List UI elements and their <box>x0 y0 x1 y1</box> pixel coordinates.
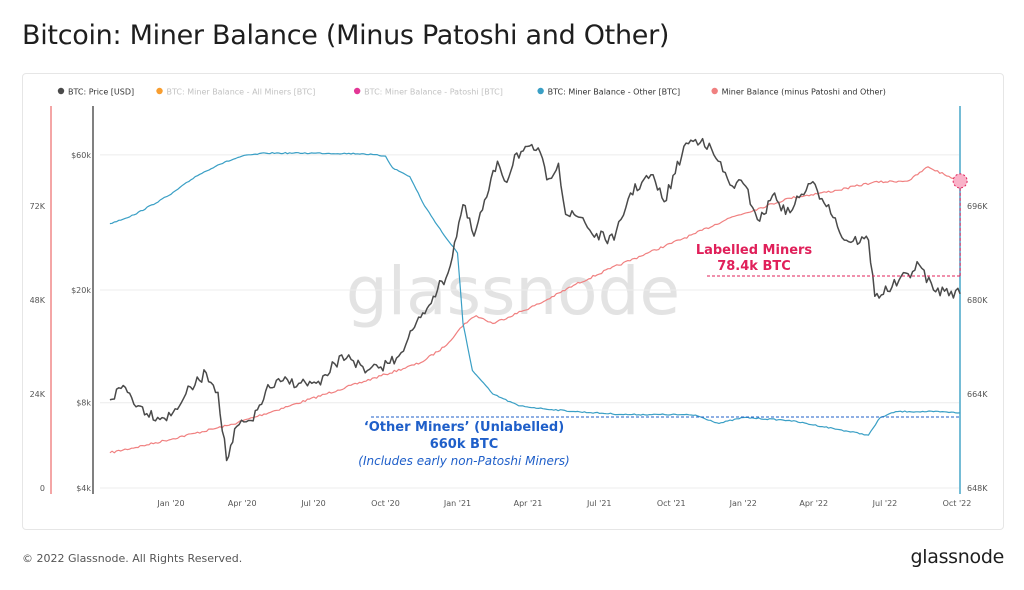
chart: glassnode BTC: Price [USD] BTC: Miner Bal… <box>30 87 989 509</box>
x-tick-label: Jul '21 <box>586 499 612 508</box>
legend-swatch <box>711 87 718 95</box>
x-tick-label: Oct '20 <box>371 499 400 508</box>
x-tick-label: Jul '20 <box>300 499 326 508</box>
legend-item: Miner Balance (minus Patoshi and Other) <box>711 87 886 97</box>
price-tick-label: $20k <box>71 286 91 295</box>
labelled-miners-marker <box>952 173 968 189</box>
legend-item: BTC: Miner Balance - Other [BTC] <box>537 88 680 97</box>
x-tick-label: Jan '20 <box>156 499 184 508</box>
labelled-miners-label: Labelled Miners <box>696 243 813 258</box>
chart-axes: $4k $8k $20k $60k 0 24K 48K 72K 648K 664K 680K 696K… <box>30 106 988 508</box>
price-tick-label: $4k <box>76 484 91 493</box>
other-balance-tick-label: 680K <box>967 296 988 305</box>
other-miners-value: 660k BTC <box>430 437 499 452</box>
legend-swatch <box>57 87 65 95</box>
legend-item: BTC: Miner Balance - All Miners [BTC] <box>156 88 315 97</box>
x-tick-label: Jan '21 <box>443 499 471 508</box>
legend-label: BTC: Miner Balance - Patoshi [BTC] <box>364 88 503 97</box>
other-balance-tick-label: 696K <box>967 202 988 211</box>
chart-series <box>109 137 961 462</box>
miner-balance-tick-label: 72K <box>30 202 46 211</box>
x-tick-label: Jan '22 <box>729 499 757 508</box>
chart-legend: BTC: Price [USD] BTC: Miner Balance - All… <box>57 87 886 97</box>
watermark: glassnode <box>346 253 680 330</box>
other-balance-tick-label: 648K <box>967 484 988 493</box>
legend-label: Miner Balance (minus Patoshi and Other) <box>722 88 886 97</box>
labelled-miners-value: 78.4k BTC <box>717 259 791 274</box>
miner-balance-tick-label: 0 <box>40 484 45 493</box>
other-miners-note: (Includes early non-Patoshi Miners) <box>358 454 569 468</box>
brand-logo: glassnode <box>910 546 1005 568</box>
x-tick-label: Oct '22 <box>943 499 972 508</box>
chart-grid <box>100 154 959 489</box>
page-title: Bitcoin: Miner Balance (Minus Patoshi an… <box>22 20 670 51</box>
price-tick-label: $60k <box>71 151 91 160</box>
legend-swatch <box>156 87 163 95</box>
x-tick-label: Apr '21 <box>514 499 543 508</box>
series-line <box>109 137 961 462</box>
x-tick-label: Apr '20 <box>228 499 257 508</box>
other-balance-tick-label: 664K <box>967 390 988 399</box>
x-tick-label: Oct '21 <box>657 499 686 508</box>
legend-swatch <box>353 87 361 95</box>
copyright-footer: © 2022 Glassnode. All Rights Reserved. <box>22 552 243 565</box>
series-line <box>109 151 961 436</box>
x-tick-label: Jul '22 <box>872 499 898 508</box>
x-tick-label: Apr '22 <box>799 499 828 508</box>
miner-balance-tick-label: 24K <box>30 390 46 399</box>
other-miners-label: ‘Other Miners’ (Unlabelled) <box>364 420 564 435</box>
price-tick-label: $8k <box>76 399 91 408</box>
legend-label: BTC: Price [USD] <box>68 88 134 97</box>
legend-item: BTC: Miner Balance - Patoshi [BTC] <box>353 87 503 97</box>
legend-item: BTC: Price [USD] <box>57 87 134 97</box>
legend-label: BTC: Miner Balance - All Miners [BTC] <box>167 88 316 97</box>
miner-balance-tick-label: 48K <box>30 296 46 305</box>
legend-label: BTC: Miner Balance - Other [BTC] <box>548 88 681 97</box>
chart-card: glassnode BTC: Price [USD] BTC: Miner Bal… <box>22 73 1004 530</box>
legend-swatch <box>537 87 544 95</box>
